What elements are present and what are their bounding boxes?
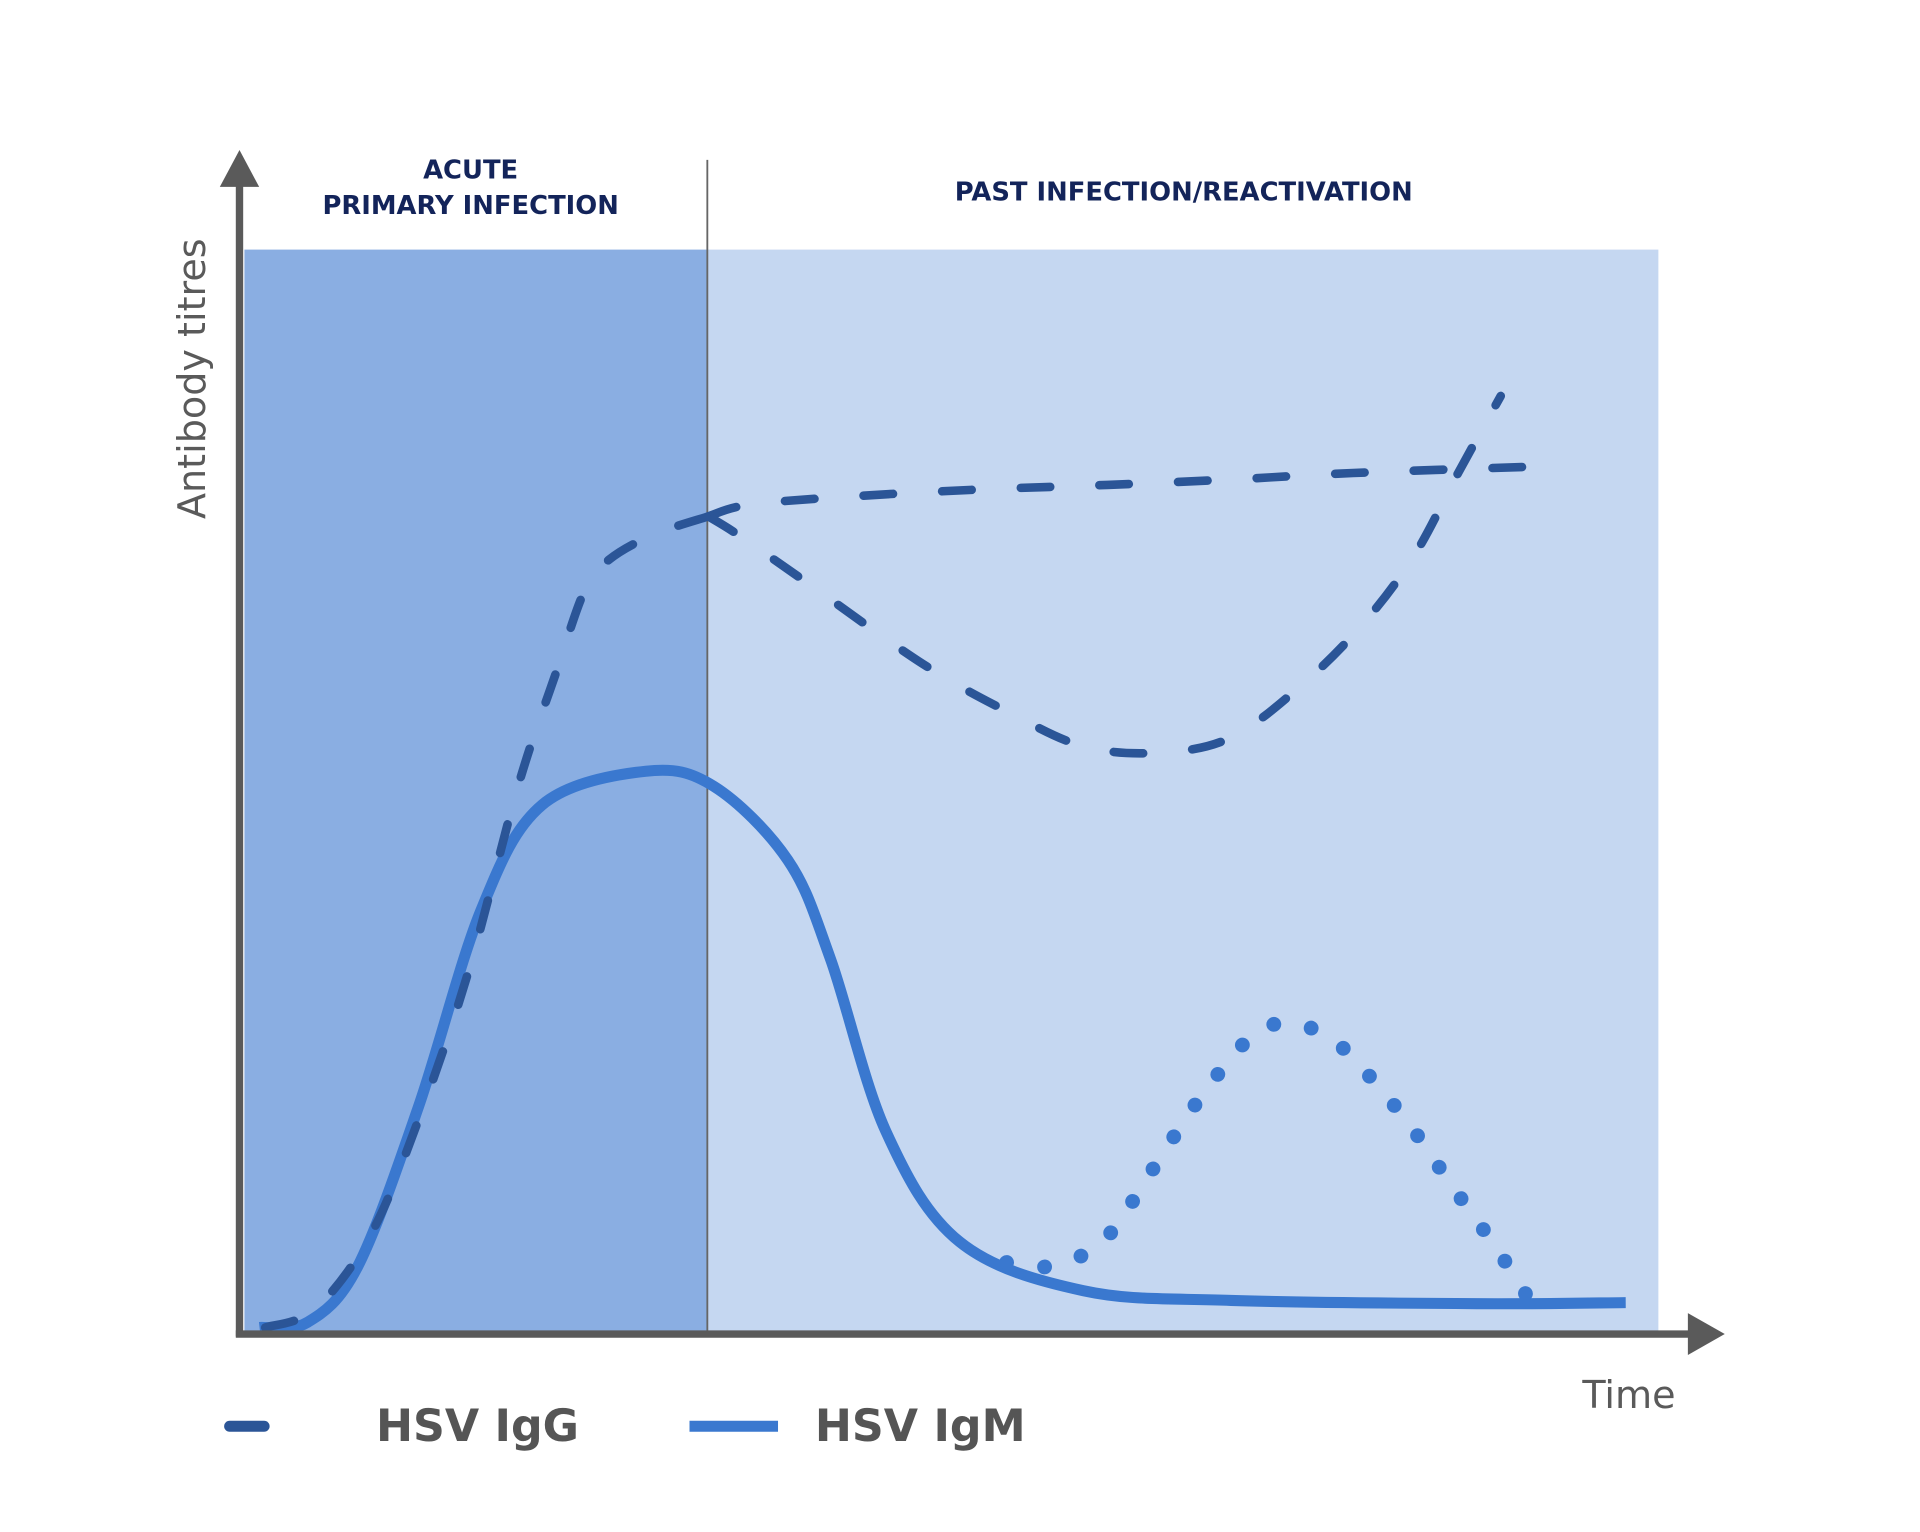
region-acute <box>244 249 709 1332</box>
legend-label-igg: HSV IgG <box>376 1401 579 1452</box>
igg-line <box>260 512 713 1332</box>
region-label-past: PAST INFECTION/REACTIVATION <box>955 177 1413 207</box>
y-axis-label: Antibody titres <box>170 238 214 519</box>
region-label-acute-line1: ACUTE <box>423 155 518 185</box>
legend: HSV IgG HSV IgM <box>224 1401 1026 1452</box>
x-axis-label: Time <box>1581 1373 1675 1417</box>
igm-reactivation-dotted-line <box>999 1015 1548 1326</box>
region-label-acute-line2: PRIMARY INFECTION <box>322 191 618 221</box>
legend-label-igm: HSV IgM <box>815 1401 1026 1452</box>
y-axis-arrow <box>219 150 260 187</box>
igg-past-infection-line <box>704 462 1542 521</box>
x-axis-arrow <box>1687 1313 1725 1355</box>
region-past <box>708 249 1659 1332</box>
igm-line <box>258 764 1626 1334</box>
